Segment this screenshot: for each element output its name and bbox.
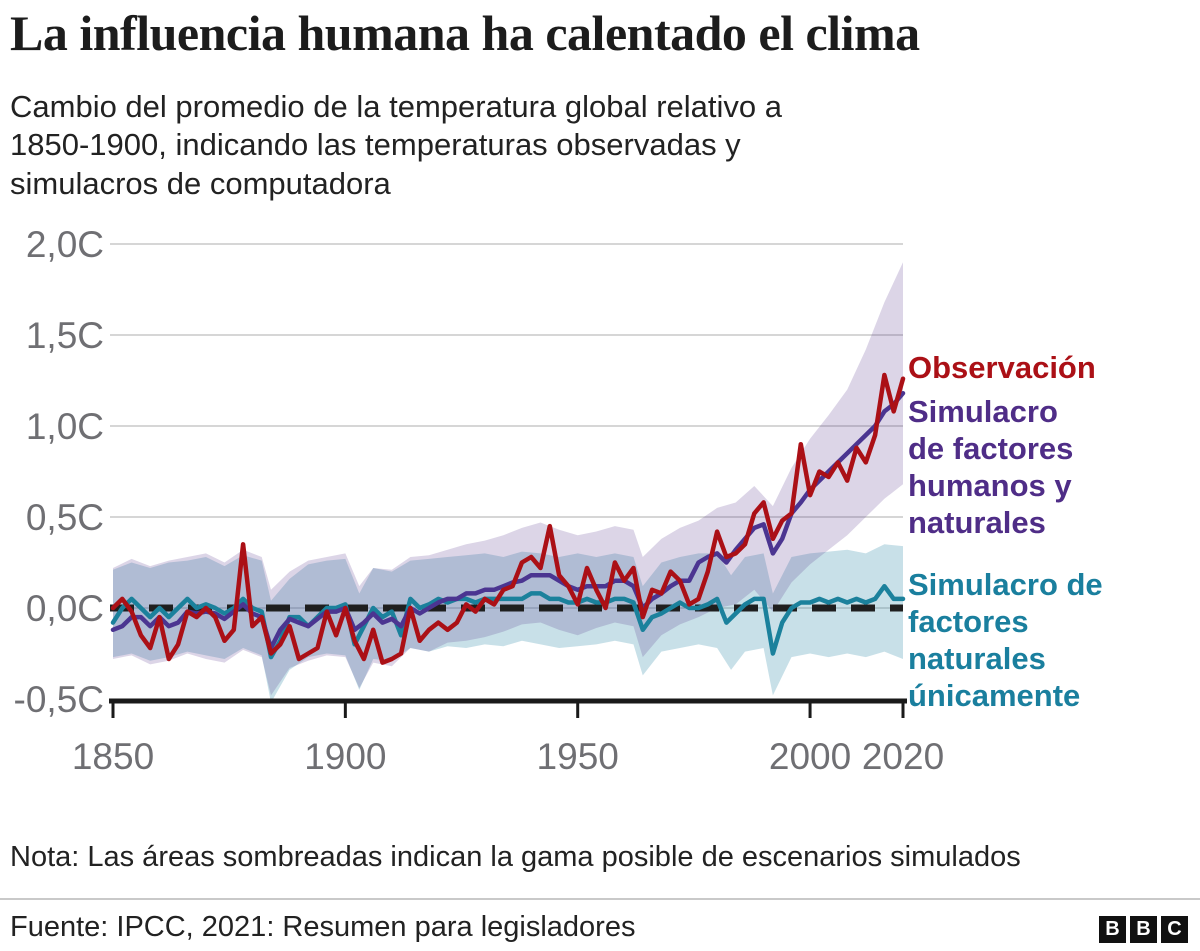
y-tick-label-5: 2,0C: [26, 224, 104, 265]
source-text: Fuente: IPCC, 2021: Resumen para legisla…: [10, 911, 636, 943]
series-line-1: [110, 390, 906, 651]
y-tick-label-2: 0,5C: [26, 497, 104, 538]
chart-note: Nota: Las áreas sombreadas indican la ga…: [10, 841, 1021, 873]
legend-label-natural-only: Simulacro de factores naturales únicamen…: [908, 567, 1103, 713]
x-tick-label-1900: 1900: [304, 736, 386, 777]
legend-label-human-natural: Simulacro de factores humanos y naturale…: [908, 394, 1074, 540]
bbc-logo-letter-b2: B: [1130, 916, 1157, 943]
x-tick-label-1850: 1850: [72, 736, 154, 777]
bbc-logo-letter-b1: B: [1099, 916, 1126, 943]
bbc-logo-letter-c: C: [1161, 916, 1188, 943]
footer-divider: [0, 898, 1200, 900]
y-tick-label-1: 0,0C: [26, 588, 104, 629]
page-subtitle: Cambio del promedio de la temperatura gl…: [10, 89, 782, 201]
page-title: La influencia humana ha calentado el cli…: [10, 5, 920, 61]
x-tick-label-2000: 2000: [769, 736, 851, 777]
series-line-2: [110, 583, 906, 660]
y-tick-label-0: -0,5C: [14, 679, 104, 720]
y-tick-label-3: 1,0C: [26, 406, 104, 447]
legend-label-observed: Observación: [908, 350, 1096, 385]
band-1: [113, 262, 903, 696]
x-tick-label-1950: 1950: [537, 736, 619, 777]
series-line-0: [110, 372, 906, 665]
x-tick-label-2020: 2020: [862, 736, 944, 777]
y-tick-label-4: 1,5C: [26, 315, 104, 356]
bbc-logo: B B C: [1099, 916, 1188, 943]
